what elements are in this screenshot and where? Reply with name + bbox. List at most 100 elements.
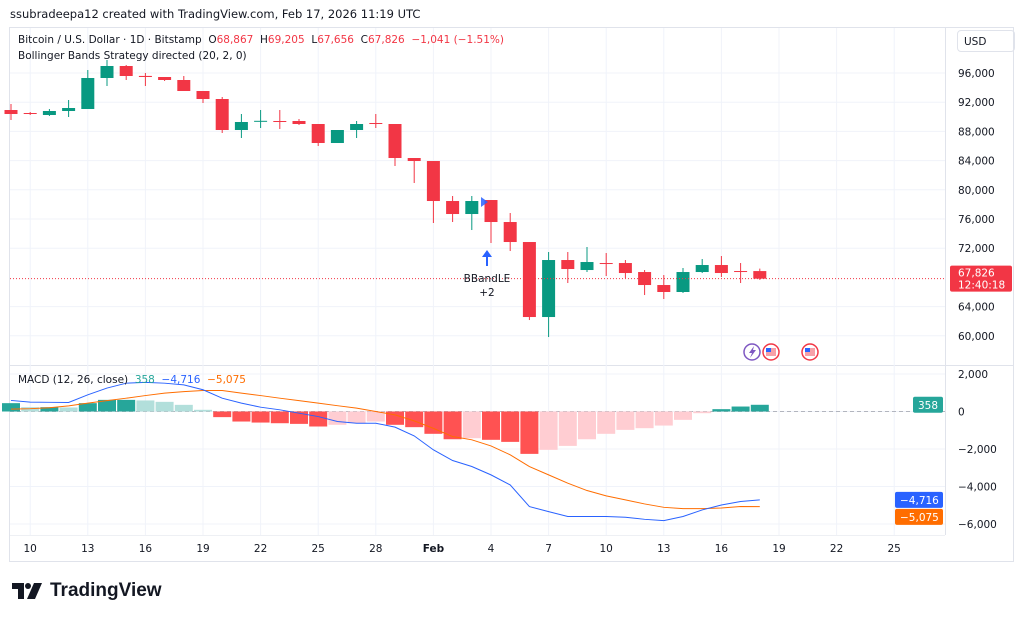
price-tick-label: 76,000 (958, 214, 995, 226)
histogram-bar (98, 399, 116, 412)
macd-value-badge: −5,075 (895, 508, 943, 525)
histogram-bar (482, 411, 500, 440)
candle (407, 158, 421, 184)
macd-legend[interactable]: MACD (12, 26, close) 358 −4,716 −5,075 (18, 374, 246, 386)
tradingview-logo[interactable]: TradingView (12, 580, 162, 602)
histogram-bar (174, 404, 193, 412)
histogram-bar (2, 403, 20, 412)
candle-body (714, 265, 728, 274)
candle-body (158, 77, 172, 81)
histogram-bar (194, 409, 212, 412)
candle-body (465, 201, 479, 215)
macd-badge-bg (895, 508, 943, 525)
price-tick-label: 60,000 (958, 331, 995, 343)
high-value: 69,205 (267, 34, 305, 46)
macd-badge-text: −4,716 (900, 495, 939, 507)
candle-body (119, 65, 133, 77)
candle (561, 252, 575, 284)
events[interactable] (743, 343, 819, 361)
candle (158, 77, 172, 82)
candle-body (215, 99, 229, 131)
candle-body (177, 80, 191, 92)
histogram-bar (750, 404, 769, 412)
candle-body (42, 111, 56, 116)
macd-hist-value: 358 (134, 374, 155, 386)
macd-line-value: −4,716 (161, 374, 201, 386)
macd-line (10, 381, 760, 522)
histogram-bar (136, 400, 155, 412)
low-label: L (311, 34, 318, 46)
candle (618, 260, 632, 279)
candle (350, 121, 364, 139)
macd-lines (10, 381, 760, 522)
candle-body (599, 263, 613, 265)
us-flag-icon[interactable] (801, 343, 819, 361)
tradingview-wordmark: TradingView (50, 580, 162, 601)
price-tick-label: 64,000 (958, 302, 995, 314)
histogram-bar (693, 411, 712, 414)
histogram-bar (712, 409, 731, 412)
candle-body (81, 78, 95, 110)
candle (599, 253, 613, 277)
histogram-bar (347, 411, 366, 424)
candle-body (676, 272, 690, 292)
candle-body (273, 121, 287, 123)
currency-button[interactable]: USD (957, 30, 1015, 52)
open-label: O (208, 34, 217, 46)
candle-body (4, 110, 18, 115)
x-tick-label: 25 (888, 543, 901, 555)
macd-title: MACD (12, 26, close) (18, 374, 129, 386)
histogram-bar (251, 411, 270, 423)
x-tick-label: 13 (81, 543, 94, 555)
x-tick-label: 25 (312, 543, 325, 555)
strategy-legend[interactable]: Bollinger Bands Strategy directed (20, 2… (18, 50, 247, 62)
macd-tick-label: −6,000 (958, 519, 997, 531)
signal-line (10, 390, 760, 510)
candle (465, 196, 479, 231)
macd-value-badge: 358 (913, 396, 943, 413)
candle-body (522, 242, 536, 318)
high-label: H (260, 34, 268, 46)
histogram-bar (578, 411, 596, 440)
candle (196, 91, 210, 104)
arrow-up-icon (482, 250, 492, 266)
histogram-bar (501, 411, 520, 442)
candle (657, 275, 671, 300)
histogram-bar (443, 411, 462, 440)
x-tick-label: 4 (488, 543, 495, 555)
candle-body (503, 222, 517, 243)
x-tick-label: 22 (830, 543, 843, 555)
price-tick-label: 72,000 (958, 243, 995, 255)
histogram-bar (309, 411, 328, 427)
last-price-value: 67,826 (958, 268, 995, 280)
close-value: 67,826 (368, 34, 405, 46)
candle (254, 110, 268, 129)
macd-badge-bg (895, 491, 943, 508)
candle (580, 247, 594, 273)
candle-body (542, 260, 556, 318)
candle (42, 109, 56, 117)
histogram-bar (386, 411, 404, 425)
candle-body (657, 285, 671, 292)
candle (484, 200, 498, 244)
tradingview-logo-icon (12, 583, 42, 599)
close-label: C (360, 34, 368, 46)
histogram-bar (520, 411, 539, 454)
us-flag-icon[interactable] (762, 343, 780, 361)
histogram-bar (597, 411, 616, 434)
candle (522, 242, 536, 321)
candle (542, 252, 556, 338)
macd-tick-label: −4,000 (958, 482, 997, 494)
candle (676, 268, 690, 294)
lightning-icon[interactable] (743, 343, 761, 361)
candle (753, 268, 767, 280)
histogram-bar (232, 411, 251, 422)
macd-signal-value: −5,075 (207, 374, 246, 386)
candle-body (580, 262, 594, 271)
x-tick-label: 10 (24, 543, 37, 555)
x-tick-label: 13 (657, 543, 670, 555)
candle (215, 97, 229, 134)
signal-marker[interactable]: BBandLE +2 (464, 197, 511, 299)
